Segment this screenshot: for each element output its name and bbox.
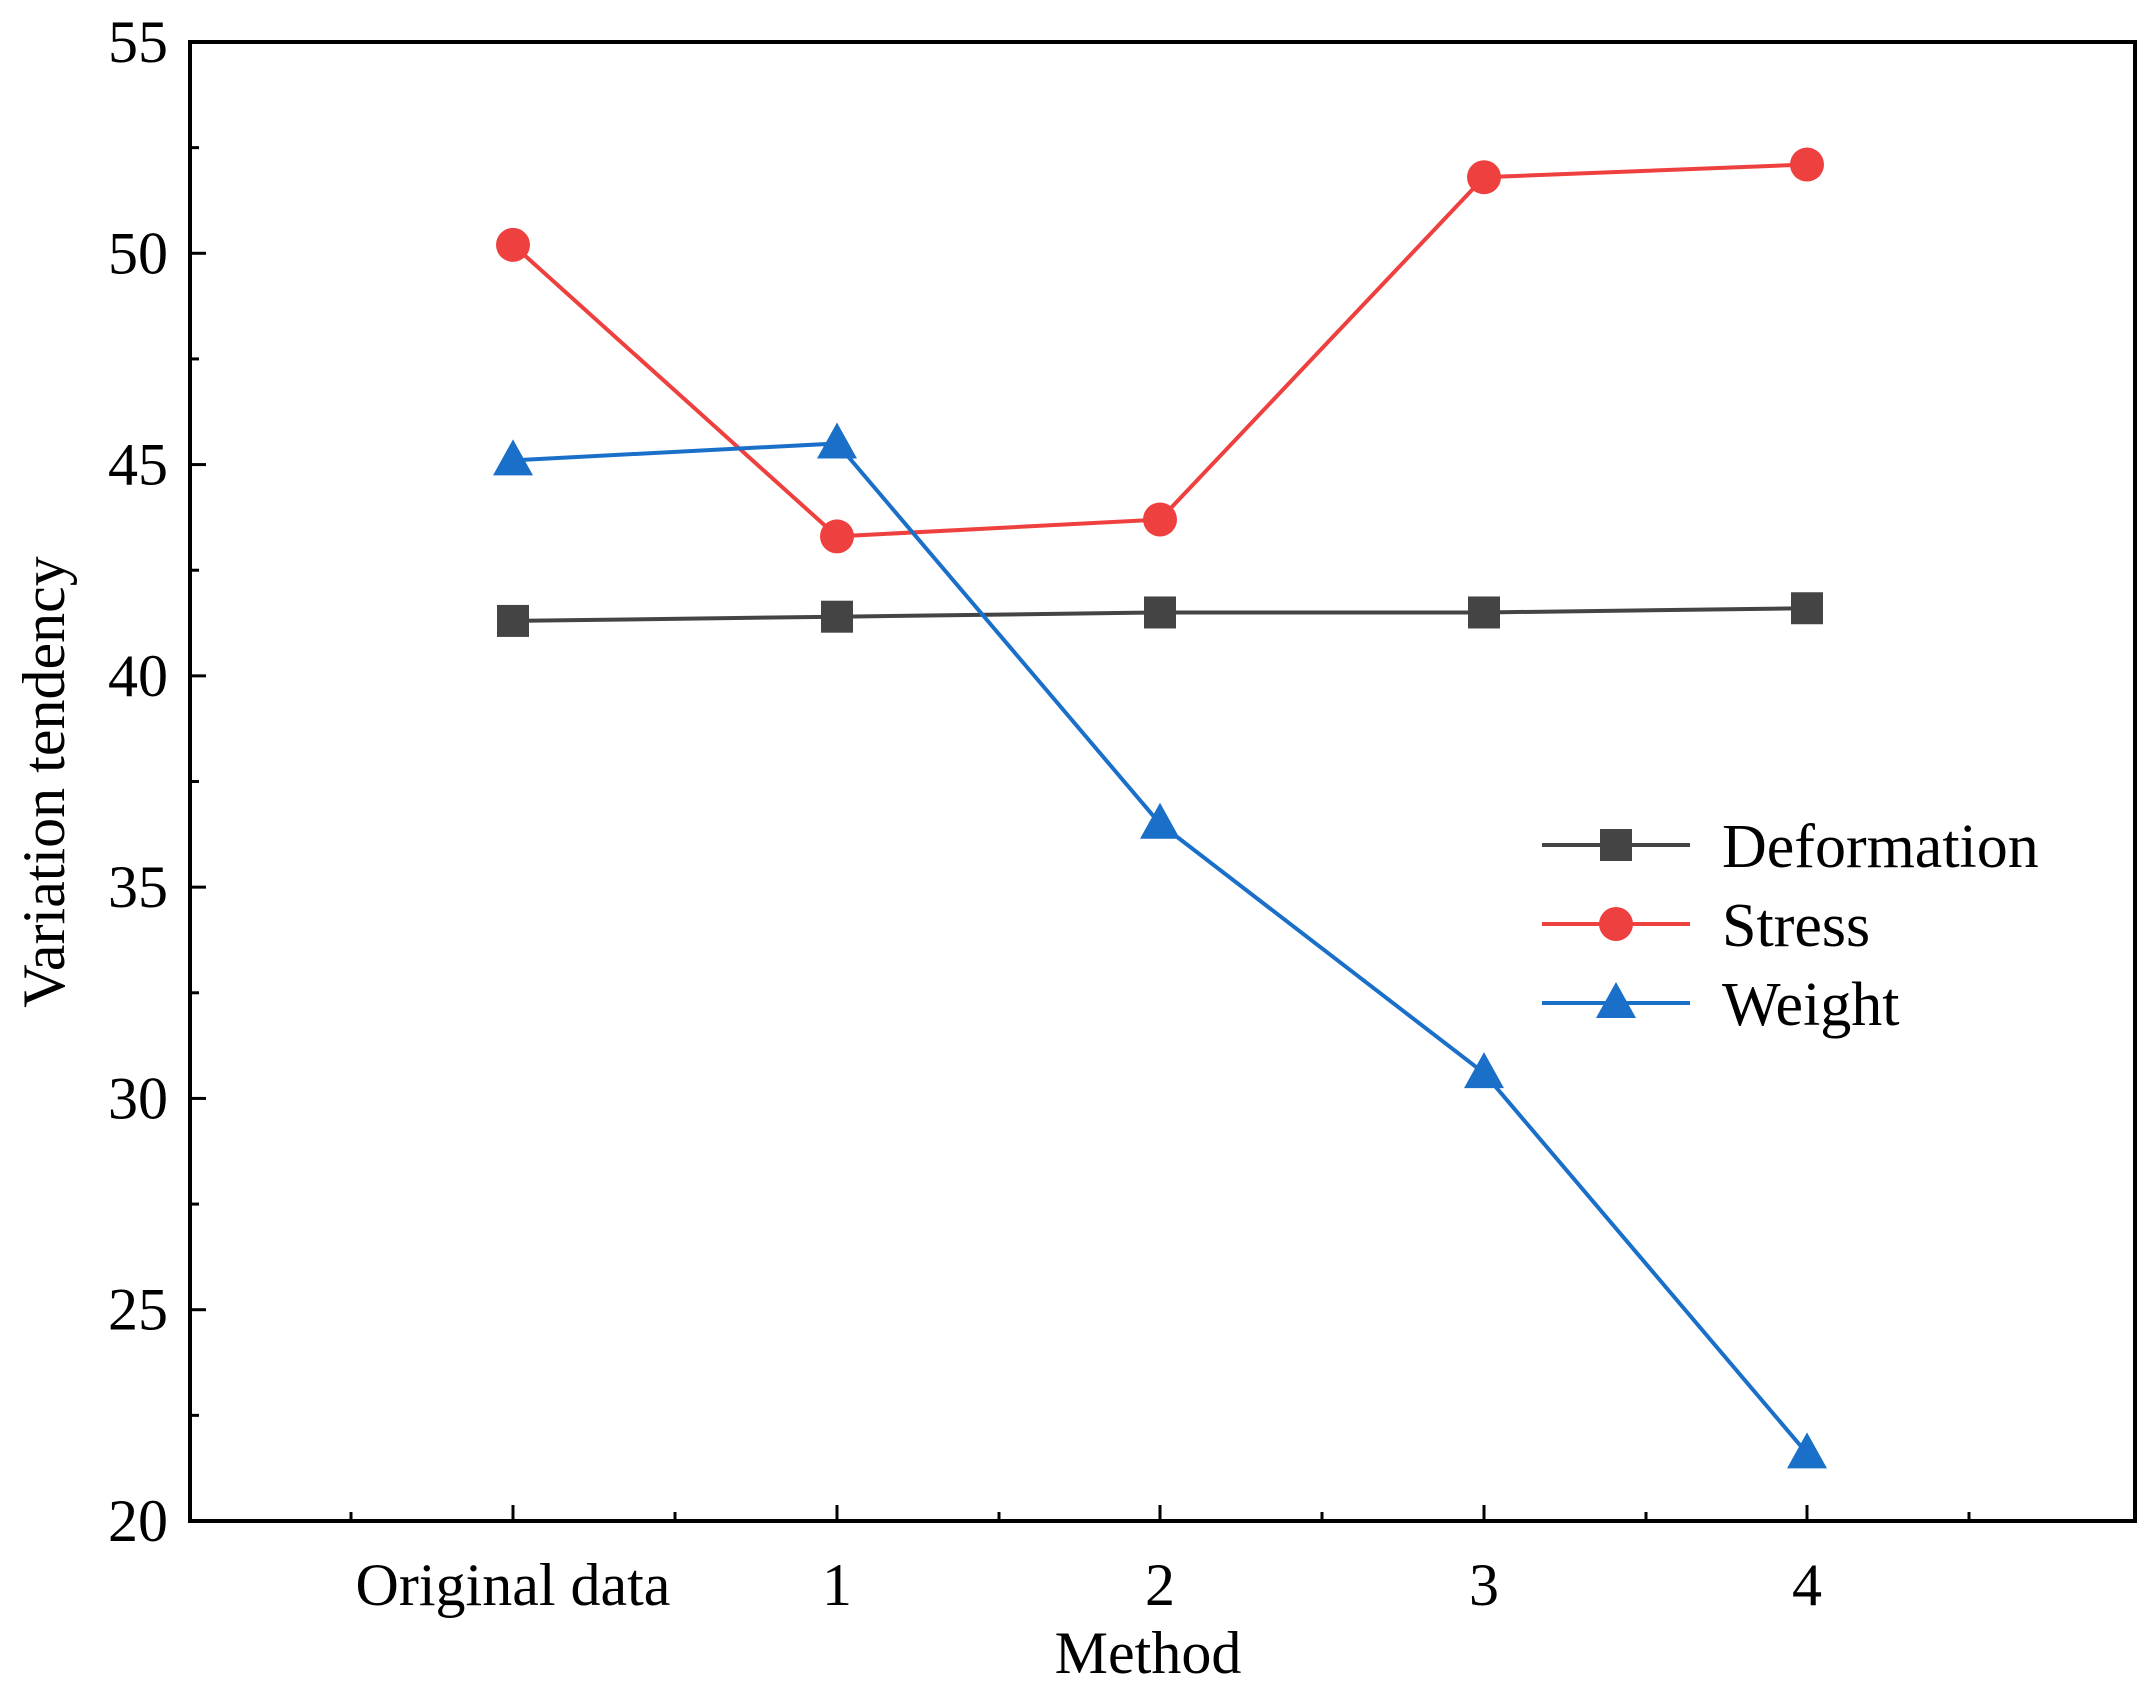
legend-label-stress: Stress: [1722, 892, 1870, 960]
x-axis: Original data 1 2 3 4: [349, 1505, 1971, 1618]
legend-label-weight: Weight: [1722, 971, 1900, 1039]
legend-label-deformation: Deformation: [1722, 813, 2039, 881]
stress-point: [1143, 502, 1177, 537]
plot-frame: [188, 40, 2137, 1523]
deformation-point: [821, 600, 853, 633]
x-tick-label: Original data: [356, 1552, 671, 1618]
deformation-point: [1468, 596, 1500, 629]
stress-point: [1790, 147, 1824, 182]
stress-point: [496, 227, 530, 262]
stress-line: [511, 162, 1808, 539]
x-tick-label: 2: [1145, 1552, 1175, 1618]
deformation-point: [497, 604, 529, 637]
legend-item-weight: Weight: [1542, 971, 1900, 1039]
y-tick-label: 45: [108, 432, 168, 498]
deformation-point: [1791, 592, 1823, 625]
weight-point: [1140, 802, 1180, 839]
legend-marker: [1596, 982, 1636, 1018]
y-tick-label: 50: [108, 220, 168, 286]
x-axis-title: Method: [1055, 1620, 1242, 1686]
y-tick-label: 40: [108, 643, 168, 709]
y-tick-label: 25: [108, 1277, 168, 1343]
legend-marker: [1599, 907, 1633, 941]
stress-point: [1467, 160, 1501, 195]
y-axis: 20 25 30 35 40 45 50 55: [108, 9, 206, 1554]
y-tick-label: 55: [108, 9, 168, 75]
weight-line: [512, 441, 1809, 1455]
weight-point: [493, 439, 533, 476]
series-deformation: [497, 592, 1823, 637]
weight-point: [1787, 1432, 1827, 1469]
x-tick-label: 3: [1469, 1552, 1499, 1618]
weight-point: [1464, 1052, 1504, 1089]
legend-item-deformation: Deformation: [1542, 813, 2039, 881]
weight-point: [817, 422, 857, 459]
stress-point: [820, 519, 854, 554]
legend-item-stress: Stress: [1542, 892, 1870, 960]
deformation-point: [1144, 596, 1176, 629]
series-weight: [493, 422, 1827, 1469]
y-tick-label: 20: [108, 1488, 168, 1554]
x-tick-label: 1: [822, 1552, 852, 1618]
y-axis-title: Variation tendency: [11, 556, 77, 1008]
y-tick-label: 30: [108, 1065, 168, 1131]
x-tick-label: 4: [1792, 1552, 1822, 1618]
series-layer: [493, 147, 1827, 1469]
legend: Deformation Stress Weight: [1542, 813, 2039, 1039]
legend-marker: [1600, 829, 1632, 861]
y-tick-label: 35: [108, 854, 168, 920]
series-stress: [496, 147, 1824, 554]
